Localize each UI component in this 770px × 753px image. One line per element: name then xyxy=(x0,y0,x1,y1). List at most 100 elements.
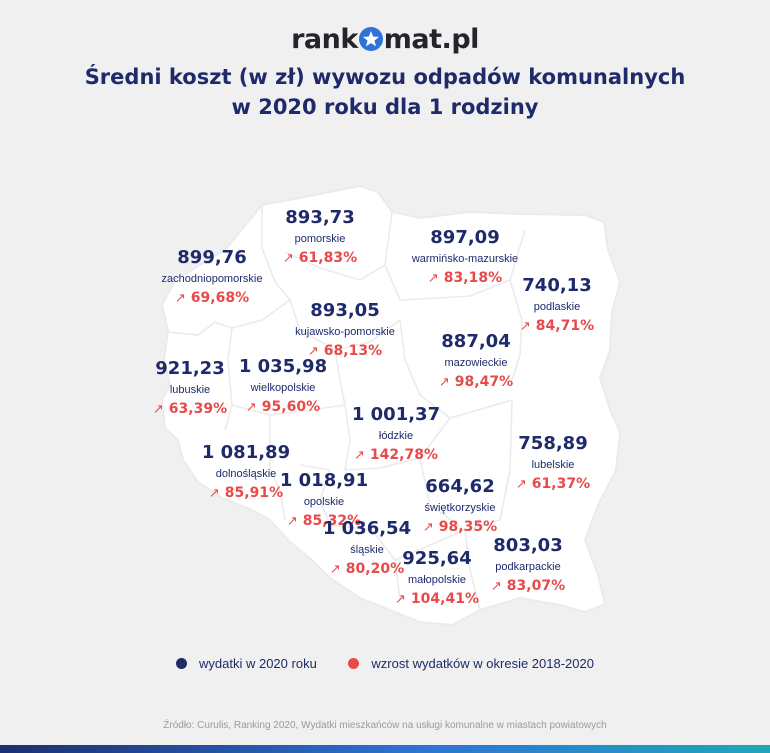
region-value: 740,13 xyxy=(522,275,592,296)
border-path xyxy=(464,529,481,611)
red-dot-icon xyxy=(348,658,360,669)
navy-dot-icon xyxy=(176,658,188,669)
arrow-up-right-icon: ↗ xyxy=(490,579,502,594)
region-value: 921,23 xyxy=(155,358,225,379)
growth-value: 104,41% xyxy=(410,591,479,607)
region-name: podkarpackie xyxy=(495,561,561,573)
arrow-up-right-icon: ↗ xyxy=(245,400,257,415)
region-name: podlaskie xyxy=(533,301,581,313)
region-name: warmińsko-mazurskie xyxy=(411,253,519,265)
region-mazowieckie: 887,04 mazowieckie ↗ 98,47% xyxy=(401,331,551,392)
arrow-up-right-icon: ↗ xyxy=(395,592,406,607)
growth-value: 63,39% xyxy=(168,401,228,417)
region-pomorskie: 893,73 pomorskie ↗ 61,83% xyxy=(245,207,395,268)
border-path xyxy=(419,399,513,531)
region-growth: ↗ 98,47% xyxy=(401,373,551,392)
region-name: wielkopolskie xyxy=(250,382,316,394)
arrow-up-right-icon: ↗ xyxy=(519,319,531,334)
region-name: mazowieckie xyxy=(444,357,508,369)
region-wielkopolskie: 1 035,98 wielkopolskie ↗ 95,60% xyxy=(208,356,358,417)
arrow-up-right-icon: ↗ xyxy=(282,251,294,266)
region-growth: ↗ 61,37% xyxy=(478,475,628,494)
border-path xyxy=(269,415,286,521)
region-growth: ↗ 104,41% xyxy=(362,590,512,609)
growth-value: 95,60% xyxy=(261,399,321,415)
legend: wydatki w 2020 roku wzrost wydatków w ok… xyxy=(0,656,770,671)
region-growth: ↗ 95,60% xyxy=(208,398,358,417)
title-line-2: w 2020 roku dla 1 rodziny xyxy=(231,95,539,119)
legend-label-growth: wzrost wydatków w okresie 2018-2020 xyxy=(371,656,594,671)
arrow-up-right-icon: ↗ xyxy=(307,344,319,359)
region-malopolskie: 925,64 małopolskie ↗ 104,41% xyxy=(362,548,512,609)
region-value: 803,03 xyxy=(493,535,563,556)
arrow-up-right-icon: ↗ xyxy=(515,477,527,492)
arrow-up-right-icon: ↗ xyxy=(427,271,439,286)
growth-value: 98,35% xyxy=(438,519,498,535)
region-slaskie: 1 036,54 śląskie ↗ 80,20% xyxy=(292,518,442,579)
region-value: 899,76 xyxy=(177,247,247,268)
poland-outline xyxy=(160,184,622,627)
region-opolskie: 1 018,91 opolskie ↗ 85,32% xyxy=(249,470,399,531)
source-note: Źródło: Curulis, Ranking 2020, Wydatki m… xyxy=(163,720,607,731)
growth-value: 85,91% xyxy=(224,485,284,501)
arrow-up-right-icon: ↗ xyxy=(438,375,450,390)
legend-label-expenses: wydatki w 2020 roku xyxy=(199,656,317,671)
region-name: małopolskie xyxy=(407,574,467,586)
region-growth: ↗ 85,32% xyxy=(249,512,399,531)
growth-value: 61,83% xyxy=(298,250,358,266)
arrow-up-right-icon: ↗ xyxy=(422,520,434,535)
border-path xyxy=(384,229,526,301)
growth-value: 80,20% xyxy=(345,561,405,577)
region-value: 664,62 xyxy=(425,476,495,497)
region-value: 1 001,37 xyxy=(351,404,441,425)
star-icon xyxy=(358,27,383,51)
border-path xyxy=(299,464,331,471)
growth-value: 85,32% xyxy=(302,513,362,529)
region-lubuskie: 921,23 lubuskie ↗ 63,39% xyxy=(115,358,265,419)
growth-value: 98,47% xyxy=(454,374,514,390)
region-name: świętkorzyskie xyxy=(424,502,496,514)
region-value: 893,73 xyxy=(285,207,355,228)
bottom-gradient-bar xyxy=(0,745,770,753)
region-name: opolskie xyxy=(303,496,345,508)
arrow-up-right-icon: ↗ xyxy=(354,448,365,463)
region-name: pomorskie xyxy=(294,233,346,245)
region-growth: ↗ 84,71% xyxy=(482,317,632,336)
border-path xyxy=(224,327,233,431)
region-name: lubelskie xyxy=(531,459,575,471)
region-kujawsko-pomorskie: 893,05 kujawsko-pomorskie ↗ 68,13% xyxy=(270,300,420,361)
region-name: lubuskie xyxy=(169,384,211,396)
growth-value: 83,18% xyxy=(443,270,503,286)
growth-value: 61,37% xyxy=(531,476,591,492)
region-lodzkie: 1 001,37 łódzkie ↗ 142,78% xyxy=(321,404,471,465)
region-growth: ↗ 69,68% xyxy=(137,289,287,308)
growth-value: 142,78% xyxy=(369,447,438,463)
border-path xyxy=(509,279,523,381)
region-value: 1 036,54 xyxy=(322,518,412,539)
border-path xyxy=(394,529,466,561)
arrow-up-right-icon: ↗ xyxy=(152,402,164,417)
region-growth: ↗ 83,18% xyxy=(390,269,540,288)
logo-text-left: rank xyxy=(291,24,358,55)
region-growth: ↗ 63,39% xyxy=(115,400,265,419)
growth-value: 68,13% xyxy=(323,343,383,359)
page-title: Średni koszt (w zł) wywozu odpadów komun… xyxy=(0,62,770,122)
region-value: 1 035,98 xyxy=(238,356,328,377)
region-growth: ↗ 80,20% xyxy=(292,560,442,579)
region-name: łódzkie xyxy=(378,430,414,442)
region-growth: ↗ 98,35% xyxy=(385,518,535,537)
border-path xyxy=(399,319,513,419)
region-value: 1 081,89 xyxy=(201,442,291,463)
arrow-up-right-icon: ↗ xyxy=(174,291,186,306)
region-value: 1 018,91 xyxy=(279,470,369,491)
brand-logo: rank mat.pl xyxy=(0,24,770,55)
region-value: 925,64 xyxy=(402,548,472,569)
arrow-up-right-icon: ↗ xyxy=(329,562,341,577)
region-name: dolnośląskie xyxy=(215,468,277,480)
legend-item-expenses: wydatki w 2020 roku xyxy=(176,656,317,671)
growth-value: 83,07% xyxy=(506,578,566,594)
growth-value: 84,71% xyxy=(535,318,595,334)
region-name: zachodniopomorskie xyxy=(161,273,263,285)
region-growth: ↗ 83,07% xyxy=(453,577,603,596)
